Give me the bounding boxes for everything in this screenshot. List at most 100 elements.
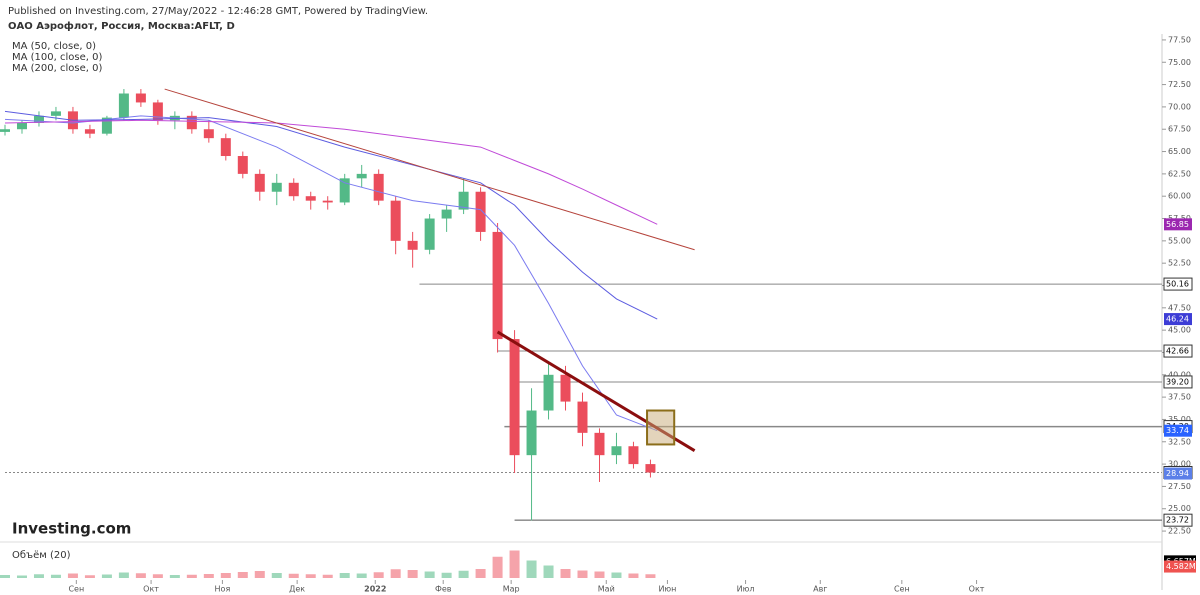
y-tick-label: 75.00 <box>1168 58 1191 67</box>
volume-bar <box>0 575 10 578</box>
y-tick-label: 77.50 <box>1168 35 1191 44</box>
y-tick-label: 55.00 <box>1168 236 1191 245</box>
candle-body <box>645 464 656 473</box>
y-tick-label: 35.00 <box>1168 415 1191 424</box>
candle-body <box>594 432 605 456</box>
volume-bar <box>322 574 333 578</box>
x-tick-label: Окт <box>969 585 985 594</box>
candle-body <box>424 218 435 250</box>
volume-bar <box>50 574 61 578</box>
x-tick-label: Ноя <box>215 585 231 594</box>
volume-bar <box>288 573 299 578</box>
candle-body <box>135 93 146 103</box>
candle-body <box>611 446 622 456</box>
candle-body <box>271 182 282 192</box>
price-tag-label: 33.74 <box>1166 426 1189 435</box>
volume-bar <box>152 574 163 578</box>
candle-body <box>33 115 44 123</box>
volume-bar <box>67 573 78 578</box>
price-tag <box>1164 313 1192 326</box>
candle-body <box>577 401 588 433</box>
price-tag <box>1164 467 1192 480</box>
y-tick-label: 25.00 <box>1168 504 1191 513</box>
y-tick-label: 47.50 <box>1168 303 1191 312</box>
volume-bar <box>33 574 44 578</box>
volume-bar <box>118 572 129 578</box>
y-axis: 22.50 25.00 27.50 30.00 32.50 35.00 37.50 40.00… <box>68 35 1190 593</box>
y-tick-label: 72.50 <box>1168 80 1191 89</box>
price-tag <box>1163 344 1193 358</box>
volume-bar <box>220 573 231 578</box>
trendline <box>164 88 695 251</box>
y-tick-label: 62.50 <box>1168 169 1191 178</box>
price-tag <box>1164 218 1192 231</box>
price-tag-label: 46.24 <box>1166 315 1189 324</box>
volume-bar <box>135 573 146 578</box>
moving-average <box>4 115 658 432</box>
y-tick-label: 40.00 <box>1168 370 1191 379</box>
volume-bar <box>526 560 537 578</box>
candle-body <box>322 200 333 203</box>
candle-body <box>305 196 316 201</box>
moving-average <box>4 110 658 320</box>
y-tick-label: 67.50 <box>1168 125 1191 134</box>
legend-entry: MA (100, close, 0) <box>12 52 102 63</box>
volume-bar <box>560 569 571 578</box>
candle-body <box>373 173 384 201</box>
y-tick-label: 22.50 <box>1168 527 1191 536</box>
volume-bar <box>543 565 554 578</box>
price-tag <box>1163 513 1193 527</box>
x-tick-label: Фев <box>435 585 452 594</box>
candle-body <box>628 446 639 465</box>
x-tick-label: Июн <box>658 585 676 594</box>
volume-bar <box>424 571 435 578</box>
x-tick-label: Сен <box>68 585 84 594</box>
volume-tag-label: 4.582M <box>1166 562 1196 571</box>
candle-body <box>186 115 197 130</box>
candle-body <box>560 374 571 402</box>
volume-bar <box>509 550 520 578</box>
candle-body <box>237 156 248 174</box>
volume-bar <box>203 574 214 578</box>
candle-body <box>118 93 129 118</box>
candle-body <box>220 138 231 157</box>
candle-body <box>0 129 10 132</box>
volume-bar <box>305 574 316 578</box>
price-tag-label: 50.16 <box>1166 280 1189 289</box>
y-tick-label: 65.00 <box>1168 147 1191 156</box>
volume-bar <box>475 569 486 578</box>
volume-bar <box>254 571 265 578</box>
x-tick-label: Июл <box>737 585 755 594</box>
price-tag-label: 56.85 <box>1166 220 1189 229</box>
x-tick-label: 2022 <box>364 585 386 594</box>
volume-bar <box>339 573 350 578</box>
x-tick-label: Дек <box>289 585 305 594</box>
x-tick-label: Май <box>598 585 615 594</box>
published: Published on Investing.com, 27/May/2022 … <box>8 6 428 17</box>
volume-bar <box>492 556 503 578</box>
volume-bar <box>373 572 384 578</box>
volume-bar <box>271 573 282 578</box>
price-tag-label: 23.72 <box>1166 516 1189 525</box>
candle-body <box>458 191 469 210</box>
candle-body <box>254 173 265 192</box>
candle-body <box>492 231 503 340</box>
candle-body <box>509 339 520 456</box>
price-tag-label: 42.66 <box>1166 347 1189 356</box>
volume-bar <box>101 574 112 578</box>
volume-bar <box>441 572 452 578</box>
candle-body <box>50 111 61 116</box>
volume-bar <box>628 573 639 578</box>
price-tag-label: 39.20 <box>1166 377 1189 386</box>
candle-body <box>407 240 418 250</box>
x-tick-label: Сен <box>894 585 910 594</box>
volume-bar <box>169 575 180 578</box>
price-tag <box>1163 277 1193 291</box>
candle-body <box>288 182 299 197</box>
price-tag <box>1164 424 1192 437</box>
candle-body <box>475 191 486 232</box>
volume-bar <box>84 575 95 578</box>
x-tick-label: Авг <box>813 585 827 594</box>
y-tick-label: 70.00 <box>1168 102 1191 111</box>
box <box>646 409 676 446</box>
